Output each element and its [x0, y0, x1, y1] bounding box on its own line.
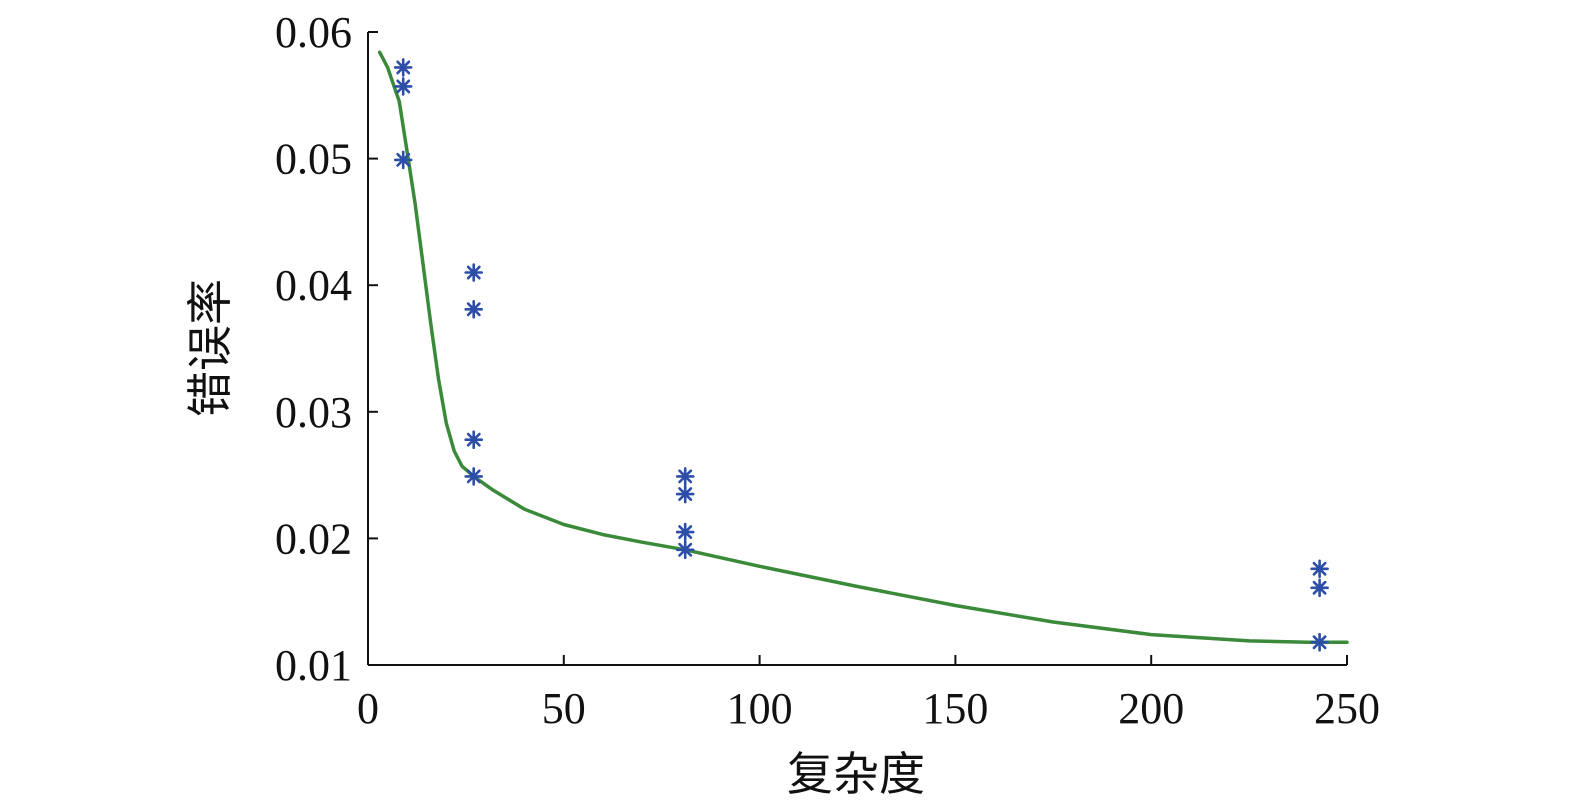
data-point: [393, 77, 413, 96]
fit-curve-layer: [377, 50, 1349, 644]
x-tick-label: 50: [542, 684, 586, 733]
data-point: [464, 430, 484, 450]
axes: [367, 32, 1347, 666]
x-tick-label: 250: [1314, 684, 1380, 733]
fit-curve-line: [377, 50, 1349, 644]
x-axis-title: 复杂度: [787, 747, 925, 801]
data-point: [1310, 578, 1329, 598]
data-point: [675, 484, 695, 504]
data-point: [675, 522, 695, 542]
y-tick-label: 0.04: [275, 261, 352, 310]
data-point: [464, 299, 484, 319]
x-ticks: 0 50 100 150 200 250: [357, 655, 1380, 733]
y-ticks: 0.01 0.02 0.03 0.04 0.05 0.06: [275, 8, 378, 690]
x-tick-label: 150: [922, 684, 988, 733]
y-tick-label: 0.02: [275, 514, 352, 563]
data-point: [1310, 632, 1329, 652]
y-tick-label: 0.01: [275, 641, 352, 690]
x-tick-label: 100: [727, 684, 793, 733]
y-tick-label: 0.06: [275, 8, 352, 57]
x-tick-label: 200: [1118, 684, 1184, 733]
data-point: [1310, 559, 1329, 579]
data-point: [675, 467, 695, 486]
data-point: [675, 540, 695, 560]
data-point: [393, 58, 413, 77]
data-point: [464, 467, 484, 486]
data-point: [393, 150, 413, 170]
y-tick-label: 0.05: [275, 135, 352, 184]
data-points-layer: [393, 58, 1329, 652]
y-tick-label: 0.03: [275, 388, 352, 437]
x-tick-label: 0: [357, 684, 379, 733]
data-point: [464, 263, 484, 282]
y-axis-title: 错误率: [183, 279, 237, 417]
